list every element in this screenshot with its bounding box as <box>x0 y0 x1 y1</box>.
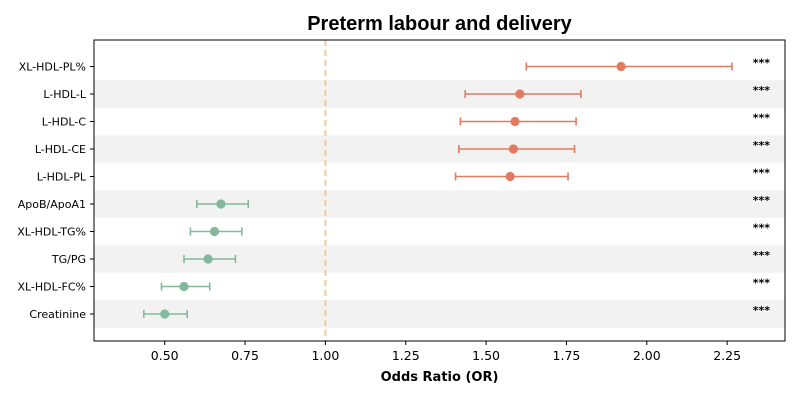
x-tick-label: 1.50 <box>472 348 500 363</box>
x-axis-label: Odds Ratio (OR) <box>381 370 499 385</box>
y-tick-label: Creatinine <box>29 308 86 321</box>
point-estimate <box>179 281 189 292</box>
x-tick-label: 2.25 <box>713 348 741 363</box>
row-band <box>94 135 785 163</box>
significance-label: *** <box>753 112 771 125</box>
significance-label: *** <box>753 194 771 207</box>
y-axis-ticks: XL-HDL-PL% L-HDL-L L-HDL-C L-HDL-CE L-HDL-PL… <box>17 61 94 321</box>
confidence-interval-layer <box>143 62 733 318</box>
point-estimate <box>209 226 220 237</box>
significance-label: *** <box>753 84 771 97</box>
point-estimate <box>508 144 519 154</box>
significance-label: *** <box>753 167 771 180</box>
y-tick-label: TG/PG <box>51 253 86 266</box>
y-tick-label: L-HDL-CE <box>35 143 86 156</box>
row-band <box>94 300 785 328</box>
y-tick-label: L-HDL-C <box>42 116 87 129</box>
significance-labels: *** *** *** *** *** *** *** *** *** *** <box>753 57 771 318</box>
x-tick-label: 2.00 <box>633 348 661 363</box>
y-tick-label: XL-HDL-TG% <box>17 226 86 239</box>
point-estimate <box>515 89 525 99</box>
y-tick-label: XL-HDL-FC% <box>17 281 86 294</box>
x-tick-label: 0.50 <box>151 348 179 363</box>
point-estimate-layer <box>160 61 626 319</box>
significance-label: *** <box>753 139 771 152</box>
significance-label: *** <box>753 57 771 70</box>
x-axis-ticks: 0.50 0.75 1.00 1.25 1.50 1.75 2.00 2.25 <box>151 341 741 363</box>
significance-label: *** <box>753 304 771 317</box>
row-shading-layer <box>94 80 785 328</box>
x-tick-label: 1.75 <box>553 348 581 363</box>
significance-label: *** <box>753 277 771 290</box>
plot-frame <box>93 39 786 342</box>
significance-label: *** <box>753 222 771 235</box>
point-estimate <box>203 254 213 264</box>
y-tick-label: L-HDL-L <box>43 88 87 101</box>
point-estimate <box>616 61 626 72</box>
y-tick-label: ApoB/ApoA1 <box>18 198 86 211</box>
x-tick-label: 1.25 <box>392 348 420 363</box>
row-band <box>94 80 785 108</box>
point-estimate <box>510 116 520 127</box>
significance-label: *** <box>753 249 771 262</box>
point-estimate <box>216 199 226 209</box>
x-tick-label: 1.00 <box>311 348 339 363</box>
point-estimate <box>505 171 515 182</box>
x-tick-label: 0.75 <box>231 348 259 363</box>
y-tick-label: XL-HDL-PL% <box>19 61 86 74</box>
chart-title: Preterm labour and delivery <box>307 13 572 35</box>
point-estimate <box>160 309 170 319</box>
y-tick-label: L-HDL-PL <box>37 171 87 184</box>
